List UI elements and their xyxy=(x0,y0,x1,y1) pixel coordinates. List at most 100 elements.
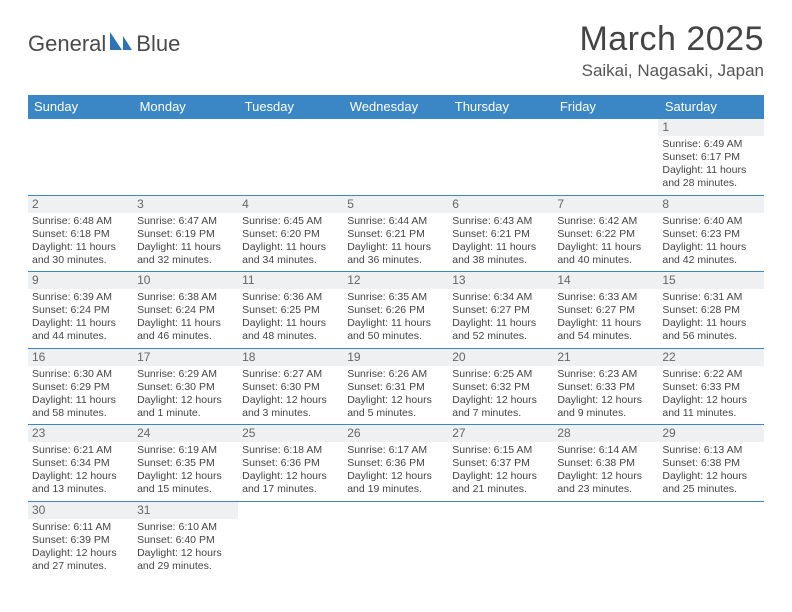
daylight-line: Daylight: 11 hours and 46 minutes. xyxy=(137,317,234,343)
day-number: 11 xyxy=(238,272,343,289)
day-number: 15 xyxy=(658,272,763,289)
daylight-line: Daylight: 11 hours and 36 minutes. xyxy=(347,241,444,267)
sunrise-line: Sunrise: 6:10 AM xyxy=(137,521,234,534)
day-number: 20 xyxy=(448,349,553,366)
calendar-cell: 21Sunrise: 6:23 AMSunset: 6:33 PMDayligh… xyxy=(553,348,658,425)
sunset-line: Sunset: 6:21 PM xyxy=(452,228,549,241)
sunset-line: Sunset: 6:33 PM xyxy=(662,381,759,394)
sunset-line: Sunset: 6:37 PM xyxy=(452,457,549,470)
daylight-line: Daylight: 12 hours and 15 minutes. xyxy=(137,470,234,496)
day-header: Tuesday xyxy=(238,95,343,119)
sunrise-line: Sunrise: 6:15 AM xyxy=(452,444,549,457)
sunset-line: Sunset: 6:24 PM xyxy=(32,304,129,317)
day-details: Sunrise: 6:19 AMSunset: 6:35 PMDaylight:… xyxy=(137,444,234,497)
calendar-week: 23Sunrise: 6:21 AMSunset: 6:34 PMDayligh… xyxy=(28,425,764,502)
sunrise-line: Sunrise: 6:39 AM xyxy=(32,291,129,304)
day-details: Sunrise: 6:26 AMSunset: 6:31 PMDaylight:… xyxy=(347,368,444,421)
sunset-line: Sunset: 6:36 PM xyxy=(347,457,444,470)
day-number: 8 xyxy=(658,196,763,213)
sunrise-line: Sunrise: 6:44 AM xyxy=(347,215,444,228)
calendar-cell: 2Sunrise: 6:48 AMSunset: 6:18 PMDaylight… xyxy=(28,195,133,272)
sunrise-line: Sunrise: 6:31 AM xyxy=(662,291,759,304)
day-header: Saturday xyxy=(658,95,763,119)
day-details: Sunrise: 6:13 AMSunset: 6:38 PMDaylight:… xyxy=(662,444,759,497)
sunrise-line: Sunrise: 6:27 AM xyxy=(242,368,339,381)
calendar-cell: 26Sunrise: 6:17 AMSunset: 6:36 PMDayligh… xyxy=(343,425,448,502)
daylight-line: Daylight: 11 hours and 48 minutes. xyxy=(242,317,339,343)
calendar-cell: 6 Sunrise: 6:43 AMSunset: 6:21 PMDaylight… xyxy=(448,195,553,272)
calendar-cell xyxy=(448,119,553,196)
calendar-cell xyxy=(658,501,763,577)
calendar-week: 2Sunrise: 6:48 AMSunset: 6:18 PMDaylight… xyxy=(28,195,764,272)
calendar-cell xyxy=(343,119,448,196)
daylight-line: Daylight: 12 hours and 21 minutes. xyxy=(452,470,549,496)
calendar-cell: 10Sunrise: 6:38 AMSunset: 6:24 PMDayligh… xyxy=(133,272,238,349)
day-number: 29 xyxy=(658,425,763,442)
calendar-cell xyxy=(133,119,238,196)
day-details: Sunrise: 6:11 AMSunset: 6:39 PMDaylight:… xyxy=(32,521,129,574)
day-details: Sunrise: 6:39 AMSunset: 6:24 PMDaylight:… xyxy=(32,291,129,344)
day-number: 23 xyxy=(28,425,133,442)
day-details: Sunrise: 6:23 AMSunset: 6:33 PMDaylight:… xyxy=(557,368,654,421)
calendar-week: 1Sunrise: 6:49 AMSunset: 6:17 PMDaylight… xyxy=(28,119,764,196)
daylight-line: Daylight: 11 hours and 58 minutes. xyxy=(32,394,129,420)
day-details: Sunrise: 6:43 AMSunset: 6:21 PMDaylight:… xyxy=(452,215,549,268)
calendar-cell xyxy=(448,501,553,577)
sunrise-line: Sunrise: 6:45 AM xyxy=(242,215,339,228)
calendar-cell: 12Sunrise: 6:35 AMSunset: 6:26 PMDayligh… xyxy=(343,272,448,349)
daylight-line: Daylight: 12 hours and 7 minutes. xyxy=(452,394,549,420)
sunset-line: Sunset: 6:26 PM xyxy=(347,304,444,317)
sunset-line: Sunset: 6:18 PM xyxy=(32,228,129,241)
daylight-line: Daylight: 12 hours and 9 minutes. xyxy=(557,394,654,420)
day-number: 12 xyxy=(343,272,448,289)
calendar-cell: 25Sunrise: 6:18 AMSunset: 6:36 PMDayligh… xyxy=(238,425,343,502)
sunset-line: Sunset: 6:20 PM xyxy=(242,228,339,241)
brand-word-1: General xyxy=(28,31,106,57)
daylight-line: Daylight: 12 hours and 5 minutes. xyxy=(347,394,444,420)
sunset-line: Sunset: 6:38 PM xyxy=(662,457,759,470)
sunrise-line: Sunrise: 6:26 AM xyxy=(347,368,444,381)
sunset-line: Sunset: 6:21 PM xyxy=(347,228,444,241)
day-number: 26 xyxy=(343,425,448,442)
day-number: 25 xyxy=(238,425,343,442)
calendar-cell: 24 Sunrise: 6:19 AMSunset: 6:35 PMDayligh… xyxy=(133,425,238,502)
sunrise-line: Sunrise: 6:18 AM xyxy=(242,444,339,457)
sunrise-line: Sunrise: 6:22 AM xyxy=(662,368,759,381)
sunrise-line: Sunrise: 6:19 AM xyxy=(137,444,234,457)
sunset-line: Sunset: 6:27 PM xyxy=(557,304,654,317)
day-number: 2 xyxy=(28,196,133,213)
day-details: Sunrise: 6:29 AMSunset: 6:30 PMDaylight:… xyxy=(137,368,234,421)
sunrise-line: Sunrise: 6:33 AM xyxy=(557,291,654,304)
sunrise-line: Sunrise: 6:38 AM xyxy=(137,291,234,304)
calendar-cell xyxy=(553,501,658,577)
day-number: 3 xyxy=(133,196,238,213)
day-header: Thursday xyxy=(448,95,553,119)
day-number: 17 xyxy=(133,349,238,366)
calendar-cell xyxy=(343,501,448,577)
sunrise-line: Sunrise: 6:14 AM xyxy=(557,444,654,457)
day-number: 27 xyxy=(448,425,553,442)
daylight-line: Daylight: 11 hours and 50 minutes. xyxy=(347,317,444,343)
daylight-line: Daylight: 11 hours and 34 minutes. xyxy=(242,241,339,267)
day-number: 7 xyxy=(553,196,658,213)
daylight-line: Daylight: 12 hours and 27 minutes. xyxy=(32,547,129,573)
calendar-cell: 18Sunrise: 6:27 AMSunset: 6:30 PMDayligh… xyxy=(238,348,343,425)
daylight-line: Daylight: 11 hours and 42 minutes. xyxy=(662,241,759,267)
day-number: 13 xyxy=(448,272,553,289)
daylight-line: Daylight: 11 hours and 38 minutes. xyxy=(452,241,549,267)
sunset-line: Sunset: 6:34 PM xyxy=(32,457,129,470)
daylight-line: Daylight: 11 hours and 56 minutes. xyxy=(662,317,759,343)
sunrise-line: Sunrise: 6:49 AM xyxy=(662,138,759,151)
daylight-line: Daylight: 11 hours and 40 minutes. xyxy=(557,241,654,267)
day-number: 6 xyxy=(448,196,553,213)
sunset-line: Sunset: 6:28 PM xyxy=(662,304,759,317)
sunrise-line: Sunrise: 6:40 AM xyxy=(662,215,759,228)
calendar-cell: 11Sunrise: 6:36 AMSunset: 6:25 PMDayligh… xyxy=(238,272,343,349)
day-number: 24 xyxy=(133,425,238,442)
calendar-cell: 14Sunrise: 6:33 AMSunset: 6:27 PMDayligh… xyxy=(553,272,658,349)
calendar-cell: 7 Sunrise: 6:42 AMSunset: 6:22 PMDaylight… xyxy=(553,195,658,272)
calendar-table: SundayMondayTuesdayWednesdayThursdayFrid… xyxy=(28,95,764,577)
day-details: Sunrise: 6:42 AMSunset: 6:22 PMDaylight:… xyxy=(557,215,654,268)
sunset-line: Sunset: 6:19 PM xyxy=(137,228,234,241)
sunrise-line: Sunrise: 6:23 AM xyxy=(557,368,654,381)
